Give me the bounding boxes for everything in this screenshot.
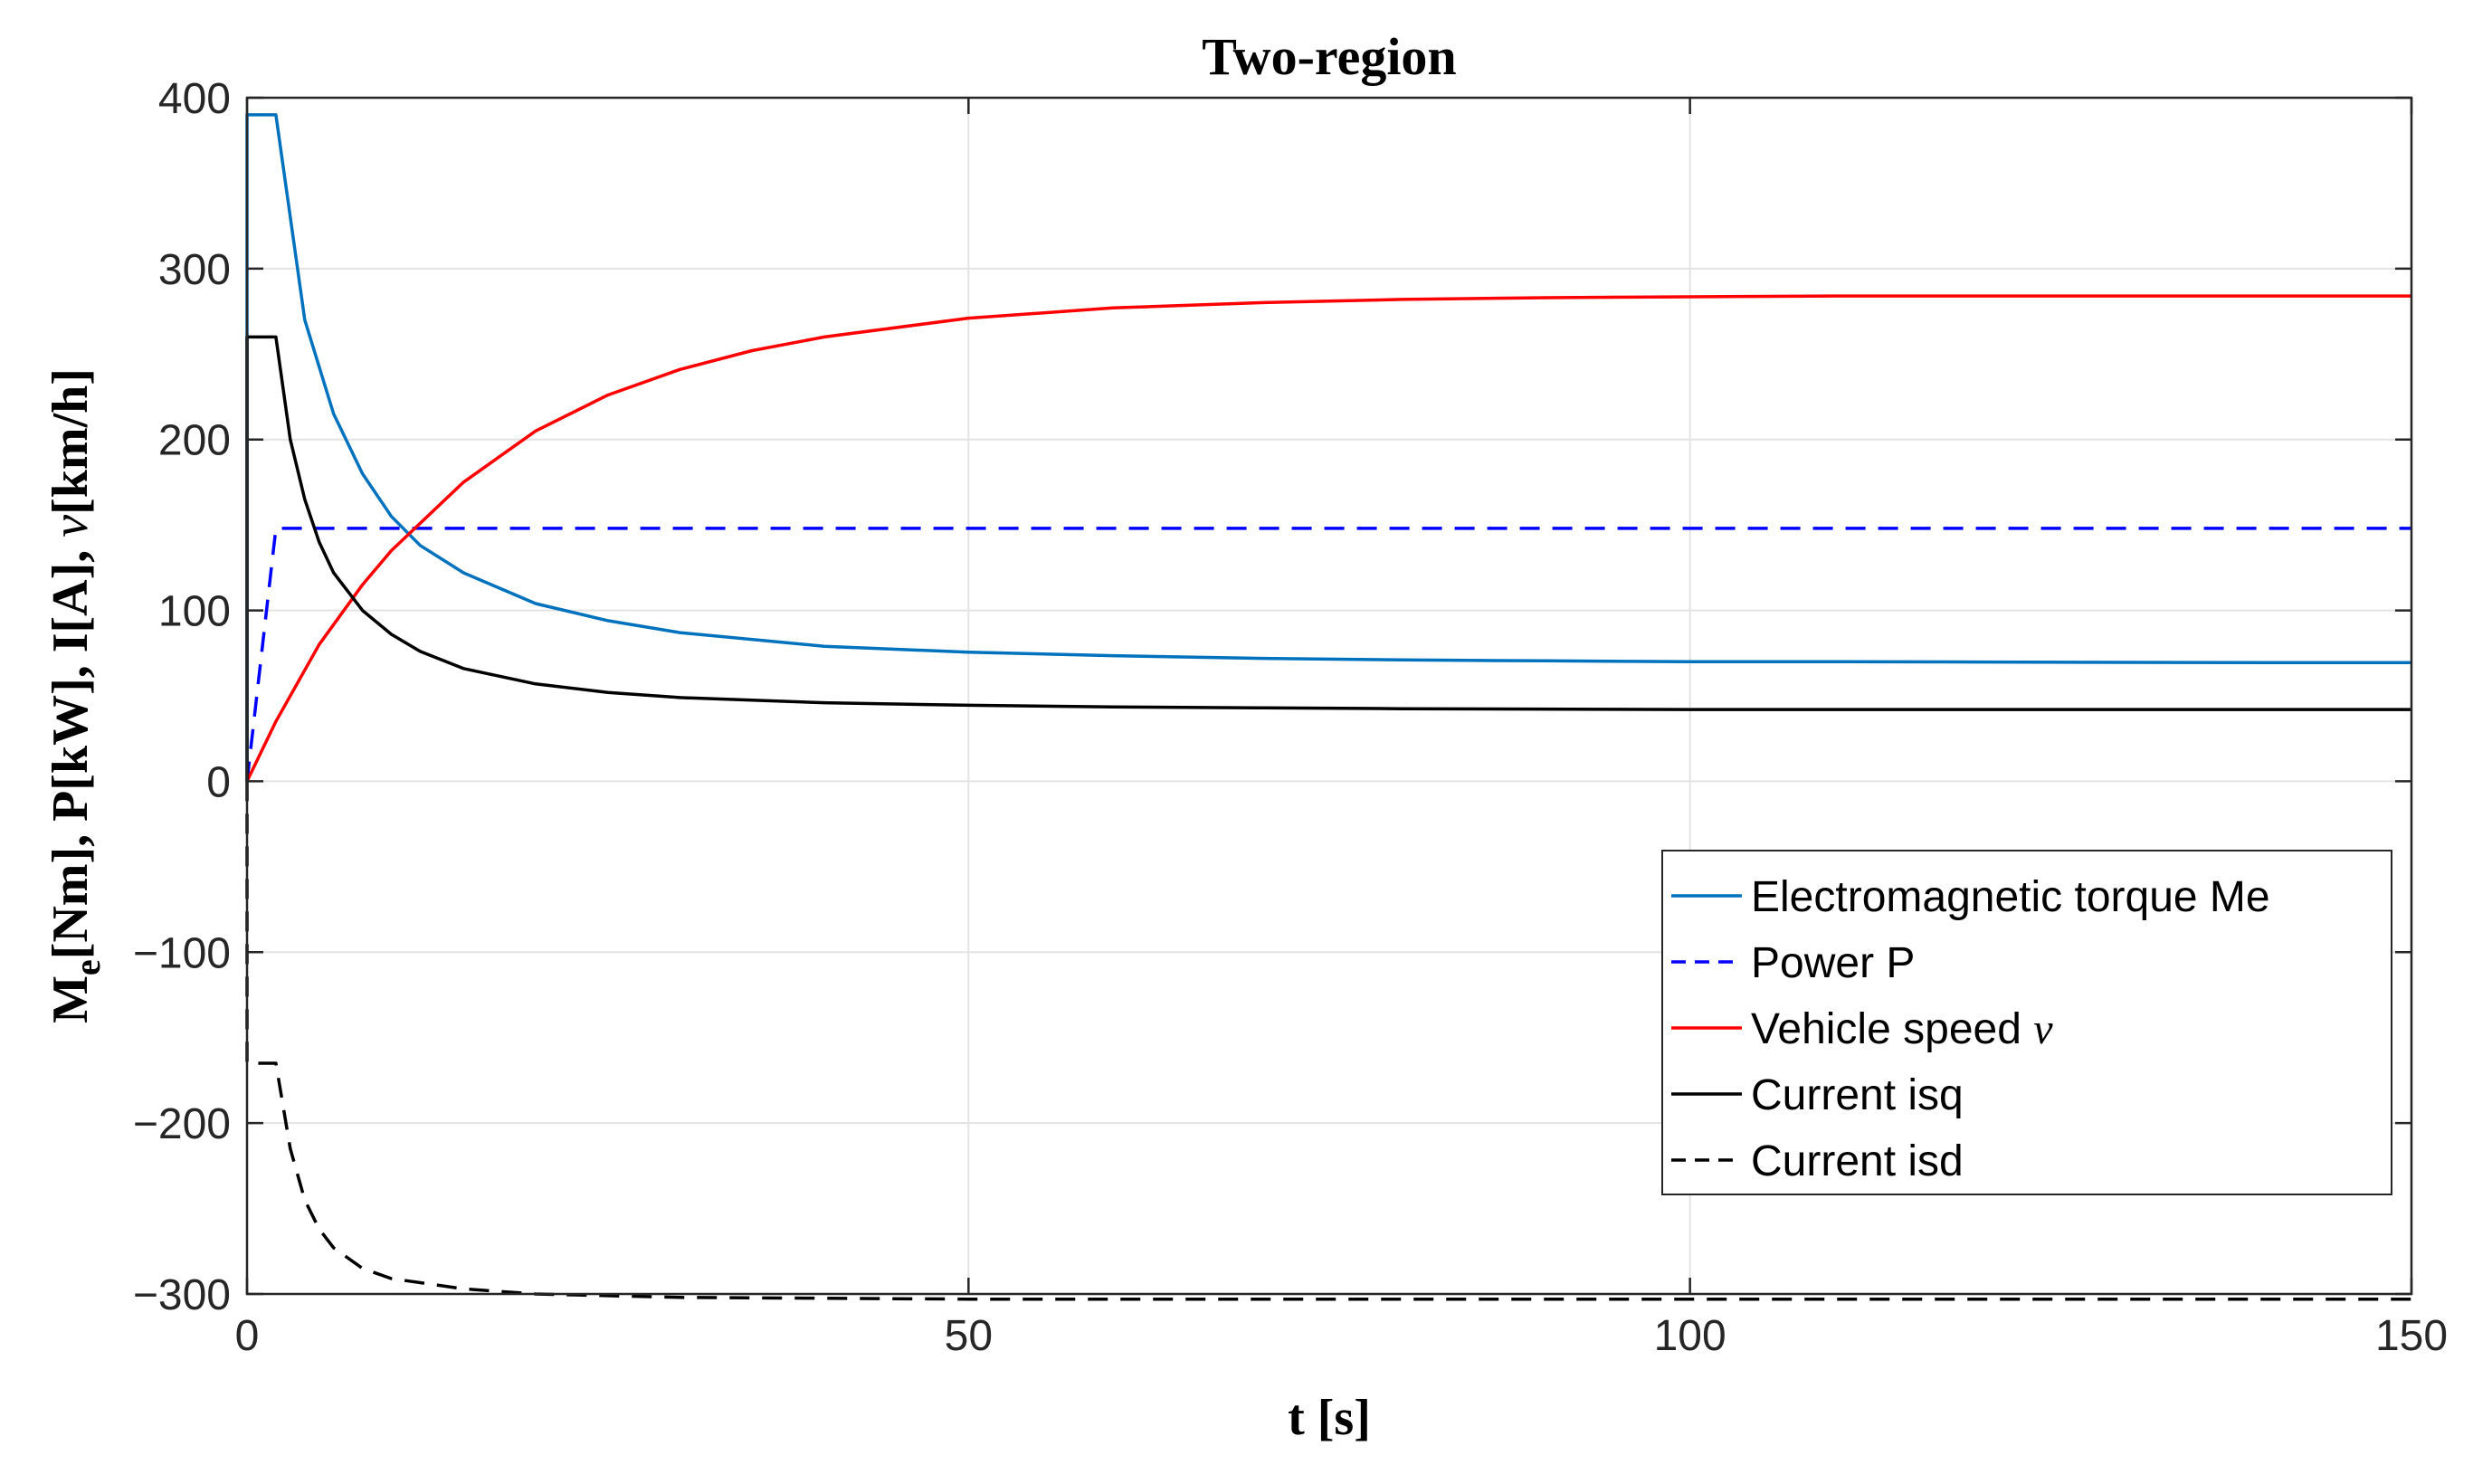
y-tick-label: −300 [133, 1271, 231, 1319]
legend-label-5: Current isd [1751, 1137, 1964, 1185]
y-label-subscript: e [67, 959, 108, 975]
x-tick-label: 100 [1654, 1312, 1726, 1360]
series-group [245, 113, 2411, 1301]
y-tick-label: 0 [206, 758, 231, 806]
y-axis-label: Me[Nm], P[kW], I[A], ν[km/h] [43, 368, 108, 1023]
legend-label-3: Vehicle speed ν [1751, 1005, 2053, 1053]
axes-frame [245, 96, 2413, 1296]
y-label-nu: ν [43, 515, 99, 537]
y-tick-label: 400 [158, 75, 231, 123]
x-tick-label: 0 [235, 1312, 260, 1360]
legend-label-1: Electromagnetic torque Me [1751, 873, 2270, 921]
series-line-4 [245, 335, 2411, 782]
series-line-1 [245, 113, 2411, 782]
legend-label-2: Power P [1751, 939, 1915, 987]
legend-items: Electromagnetic torque Me Power P Vehicle … [1671, 873, 2270, 1185]
series-line-2 [245, 527, 2411, 782]
legend-label-4: Current isq [1751, 1071, 1964, 1119]
x-tick-label: 150 [2375, 1312, 2448, 1360]
chart-title: Two-region [1202, 27, 1456, 86]
x-axis-label: t [s] [1288, 1390, 1371, 1446]
y-label-m: M [43, 975, 99, 1023]
y-label-rest: [Nm], P[kW], I[A], [43, 537, 99, 960]
y-tick-label: 100 [158, 588, 231, 636]
x-tick-label: 50 [945, 1312, 993, 1360]
legend-box [1661, 850, 2392, 1195]
series-line-3 [245, 294, 2411, 783]
y-tick-label: 200 [158, 417, 231, 465]
axis-ticks: 0 50 100 150 400 300 200 100 0 −100 −200 −300 [133, 75, 2448, 1360]
legend: Electromagnetic torque Me Power P Vehicle … [1661, 850, 2392, 1195]
y-label-unit: [km/h] [43, 368, 99, 515]
y-tick-label: −200 [133, 1100, 231, 1148]
legend-symbol-nu: ν [2033, 1005, 2053, 1053]
y-tick-label: 300 [158, 246, 231, 294]
series-line-5 [245, 781, 2411, 1301]
y-tick-label: −100 [133, 929, 231, 977]
